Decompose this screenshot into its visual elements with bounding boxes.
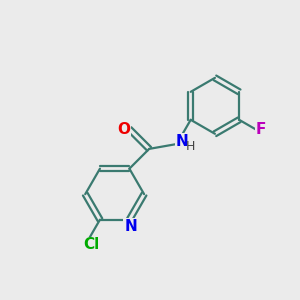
Text: F: F	[256, 122, 266, 137]
Text: O: O	[118, 122, 130, 136]
Text: N: N	[176, 134, 188, 149]
Text: Cl: Cl	[83, 237, 99, 252]
Text: N: N	[124, 219, 137, 234]
Text: H: H	[186, 140, 196, 154]
